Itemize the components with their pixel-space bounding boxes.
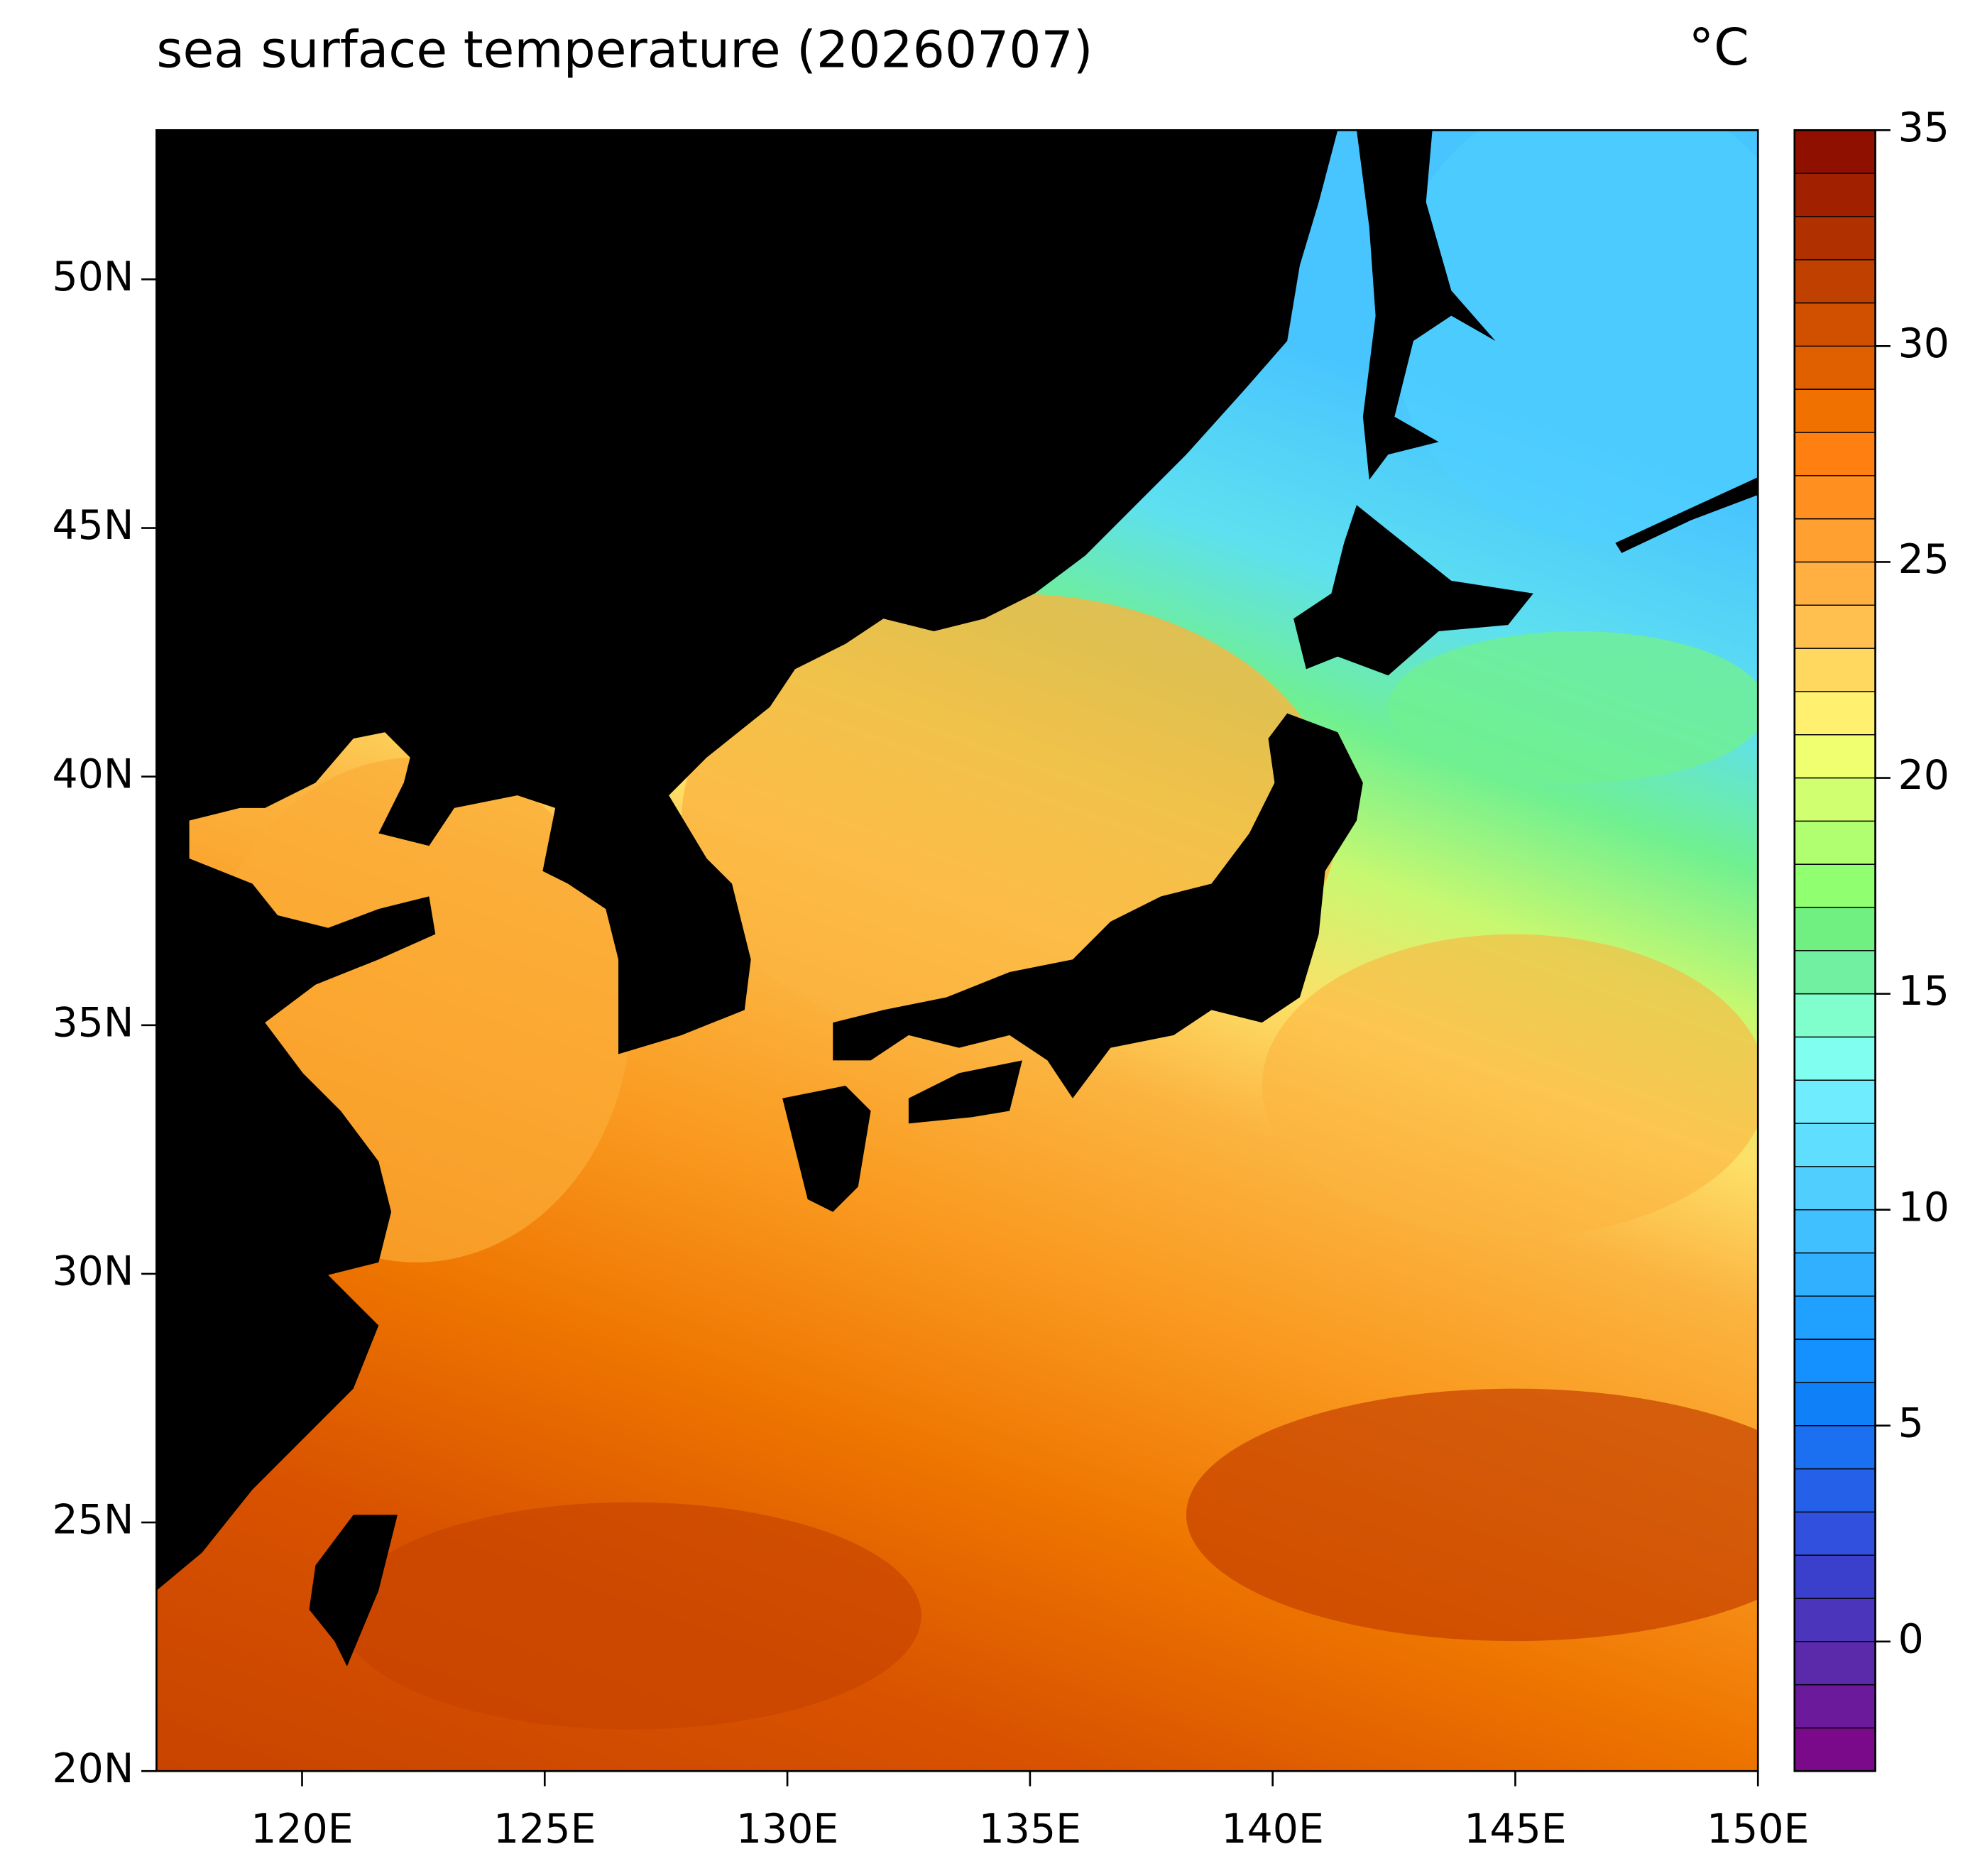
colorbar-segment — [1794, 1166, 1876, 1211]
y-tick-label: 30N — [53, 1248, 134, 1295]
x-tick-label: 125E — [493, 1806, 596, 1853]
y-tick-label: 45N — [53, 502, 134, 549]
land-kyushu — [782, 1085, 871, 1212]
sst-region — [1388, 130, 1758, 543]
colorbar-segment — [1794, 1036, 1876, 1081]
colorbar-segment — [1794, 1554, 1876, 1599]
colorbar-segment — [1794, 907, 1876, 951]
colorbar-segment — [1794, 216, 1876, 261]
sst-region — [1262, 934, 1758, 1238]
unit: °C — [1689, 18, 1749, 77]
colorbar-segment — [1794, 1511, 1876, 1556]
colorbar-segment — [1794, 820, 1876, 865]
colorbar-tick-label: 10 — [1898, 1184, 1949, 1231]
colorbar-segment — [1794, 1252, 1876, 1297]
x-tick-label: 120E — [251, 1806, 354, 1853]
colorbar-tick-label: 30 — [1898, 320, 1949, 367]
colorbar-segment — [1794, 1684, 1876, 1729]
x-tick-label: 135E — [979, 1806, 1082, 1853]
colorbar-segment — [1794, 1598, 1876, 1642]
colorbar-tick-label: 0 — [1898, 1615, 1924, 1662]
colorbar-segment — [1794, 1727, 1876, 1772]
land-honshu — [833, 713, 1363, 1098]
colorbar-tick-label: 5 — [1898, 1400, 1924, 1446]
colorbar-segment — [1794, 1425, 1876, 1470]
x-tick-label: 130E — [736, 1806, 839, 1853]
colorbar-segment — [1794, 259, 1876, 304]
land-shikoku — [908, 1060, 1022, 1124]
y-tick-label: 40N — [53, 751, 134, 797]
land-sakhalin — [1356, 130, 1496, 480]
colorbar-segment — [1794, 1641, 1876, 1686]
colorbar-segment — [1794, 1123, 1876, 1167]
colorbar-segment — [1794, 173, 1876, 217]
colorbar-segment — [1794, 1338, 1876, 1383]
colorbar-segment — [1794, 1079, 1876, 1124]
colorbar-segment — [1794, 1209, 1876, 1254]
colorbar-segment — [1794, 950, 1876, 995]
colorbar-segment — [1794, 1468, 1876, 1513]
land-kurils — [1615, 477, 1758, 553]
y-tick-label: 25N — [53, 1497, 134, 1544]
colorbar-segment — [1794, 863, 1876, 908]
colorbar-segment — [1794, 1295, 1876, 1340]
colorbar-frame — [1793, 129, 1876, 1772]
sst-field — [156, 130, 1758, 1772]
land-taiwan — [309, 1515, 398, 1667]
colorbar-segment — [1794, 475, 1876, 520]
colorbar-segment — [1794, 691, 1876, 736]
colorbar-segment — [1794, 518, 1876, 563]
land-asia — [156, 130, 1338, 1591]
colorbar-segment — [1794, 432, 1876, 476]
title: sea surface temperature (20260707) — [156, 20, 1093, 79]
sst-region — [1388, 631, 1758, 783]
y-tick-label: 20N — [53, 1745, 134, 1792]
x-tick-label: 145E — [1464, 1806, 1566, 1853]
land — [156, 130, 1758, 1667]
colorbar-segment — [1794, 561, 1876, 606]
sst-region — [340, 1502, 921, 1730]
colorbar-segment — [1794, 345, 1876, 390]
colorbar-tick-label: 35 — [1898, 104, 1949, 151]
y-tick-label: 35N — [53, 999, 134, 1046]
colorbar-tick-label: 20 — [1898, 752, 1949, 799]
x-tick-label: 140E — [1221, 1806, 1324, 1853]
land-hokkaido — [1293, 505, 1533, 676]
colorbar-segment — [1794, 777, 1876, 822]
colorbar-segment — [1794, 302, 1876, 347]
colorbar-segment — [1794, 1382, 1876, 1427]
colorbar-segment — [1794, 993, 1876, 1038]
plot-frame — [155, 129, 1759, 1772]
x-tick-label: 150E — [1707, 1806, 1810, 1853]
y-tick-label: 50N — [53, 253, 134, 300]
colorbar-tick-label: 15 — [1898, 968, 1949, 1015]
colorbar-tick-label: 25 — [1898, 536, 1949, 583]
sst-region — [1186, 1388, 1758, 1642]
colorbar-segment — [1794, 388, 1876, 433]
colorbar-segment — [1794, 129, 1876, 174]
colorbar-segment — [1794, 604, 1876, 649]
colorbar-segment — [1794, 734, 1876, 779]
colorbar-segment — [1794, 648, 1876, 692]
